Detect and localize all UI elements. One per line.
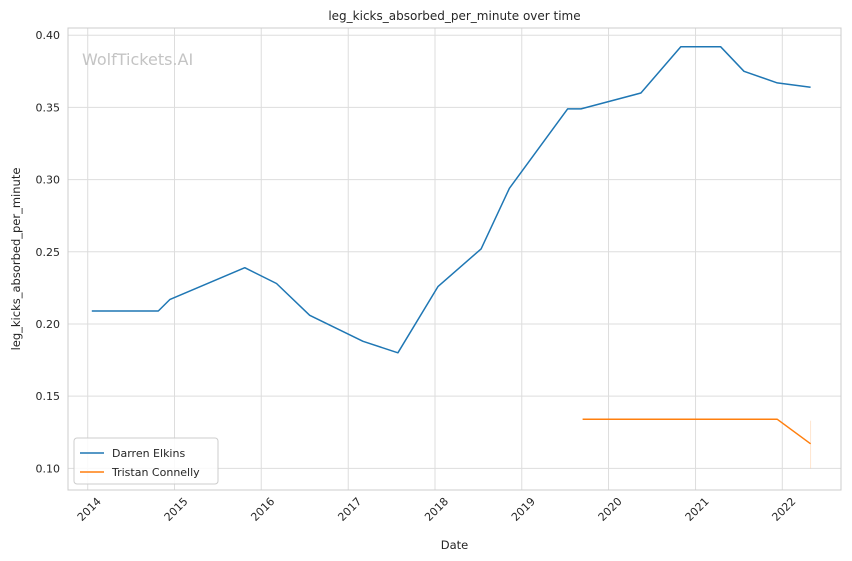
- data-point-darren-elkins: [567, 108, 569, 110]
- y-tick-label: 0.25: [36, 246, 61, 259]
- plot-frame: [67, 27, 842, 491]
- data-point-darren-elkins: [743, 70, 745, 72]
- data-point-darren-elkins: [362, 340, 364, 342]
- y-tick-label: 0.15: [36, 390, 61, 403]
- data-point-darren-elkins: [309, 314, 311, 316]
- data-point-darren-elkins: [776, 82, 778, 84]
- chart-title: leg_kicks_absorbed_per_minute over time: [328, 9, 580, 23]
- data-point-darren-elkins: [680, 46, 682, 48]
- y-tick-label: 0.10: [36, 462, 61, 475]
- y-tick-label: 0.20: [36, 318, 61, 331]
- data-point-tristan-connelly: [776, 418, 778, 420]
- series-line-tristan-connelly: [582, 418, 812, 445]
- series-layer: [91, 46, 812, 469]
- series-line-darren-elkins: [91, 46, 811, 354]
- legend: Darren Elkins Tristan Connelly: [73, 437, 219, 485]
- data-point-darren-elkins: [580, 108, 582, 110]
- data-point-darren-elkins: [810, 86, 812, 88]
- y-axis-label: leg_kicks_absorbed_per_minute: [9, 168, 23, 351]
- legend-box: [73, 437, 219, 485]
- data-point-darren-elkins: [275, 283, 277, 285]
- data-point-darren-elkins: [437, 285, 439, 287]
- watermark: WolfTickets.AI: [82, 50, 193, 69]
- legend-label-tristan-connelly: Tristan Connelly: [111, 466, 200, 479]
- legend-label-darren-elkins: Darren Elkins: [112, 447, 185, 460]
- data-point-darren-elkins: [640, 92, 642, 94]
- data-point-darren-elkins: [169, 298, 171, 300]
- x-axis-label: Date: [441, 538, 469, 552]
- y-axis-ticks: 0.10 0.15 0.20 0.25 0.30 0.35 0.40: [36, 29, 61, 475]
- y-tick-label: 0.30: [36, 174, 61, 187]
- y-tick-label: 0.35: [36, 101, 61, 114]
- data-point-tristan-connelly: [582, 418, 584, 420]
- data-point-darren-elkins: [244, 267, 246, 269]
- data-point-darren-elkins: [157, 310, 159, 312]
- data-point-darren-elkins: [397, 352, 399, 354]
- data-point-darren-elkins: [480, 248, 482, 250]
- data-point-darren-elkins: [720, 46, 722, 48]
- grid: [68, 28, 841, 490]
- data-point-darren-elkins: [91, 310, 93, 312]
- y-tick-label: 0.40: [36, 29, 61, 42]
- data-point-darren-elkins: [508, 187, 510, 189]
